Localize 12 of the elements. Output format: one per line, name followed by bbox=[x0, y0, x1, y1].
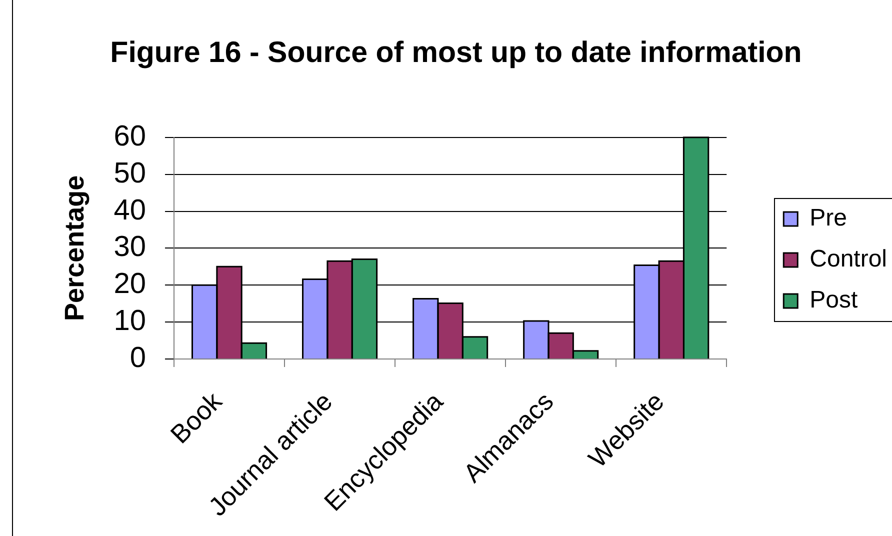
y-tick-label: 30 bbox=[114, 231, 146, 264]
legend-label: Pre bbox=[810, 204, 847, 232]
legend-label: Control bbox=[810, 246, 888, 273]
y-axis-title: Percentage bbox=[60, 175, 90, 321]
y-tick-label: 50 bbox=[114, 157, 146, 190]
y-tick-label: 40 bbox=[114, 194, 146, 226]
y-tick-label: 20 bbox=[114, 268, 146, 300]
y-tick-label: 10 bbox=[114, 305, 146, 338]
y-tick-label: 60 bbox=[114, 120, 146, 152]
chart-title: Figure 16 - Source of most up to date information bbox=[110, 36, 802, 69]
legend-label: Post bbox=[810, 286, 858, 314]
y-tick-label: 0 bbox=[130, 342, 146, 374]
